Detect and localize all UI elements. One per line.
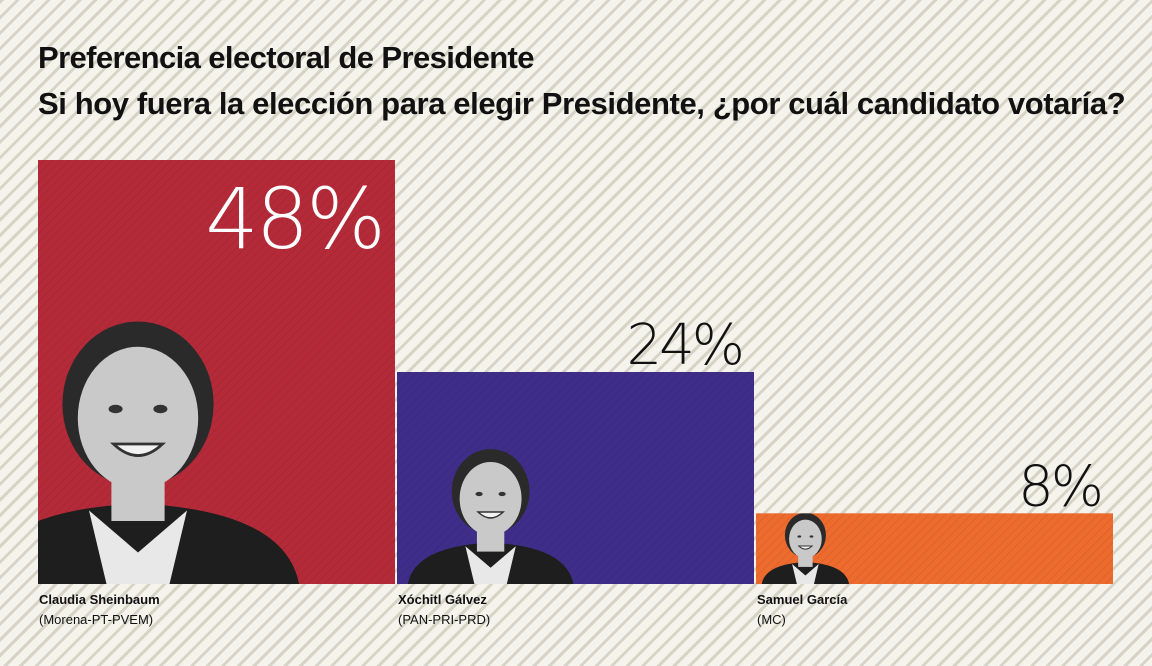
chart-title: Preferencia electoral de Presidente <box>38 40 535 75</box>
candidate-party: (PAN-PRI-PRD) <box>398 612 490 627</box>
candidate-name: Samuel García <box>757 592 848 607</box>
candidate-name: Claudia Sheinbaum <box>39 592 160 607</box>
candidate-party: (MC) <box>757 612 786 627</box>
candidate-photo-icon <box>38 321 299 584</box>
photo-area <box>761 513 850 584</box>
value-label: 24% <box>627 313 742 378</box>
candidate-party: (Morena-PT-PVEM) <box>39 612 153 627</box>
photo-area <box>38 321 299 584</box>
photo-area <box>407 449 574 584</box>
candidate-photo-icon <box>761 513 850 584</box>
candidate-name: Xóchitl Gálvez <box>398 592 487 607</box>
chart-subtitle: Si hoy fuera la elección para elegir Pre… <box>38 86 1126 121</box>
value-label: 48% <box>205 170 383 268</box>
value-label: 8% <box>1018 454 1101 519</box>
candidate-photo-icon <box>407 449 574 584</box>
